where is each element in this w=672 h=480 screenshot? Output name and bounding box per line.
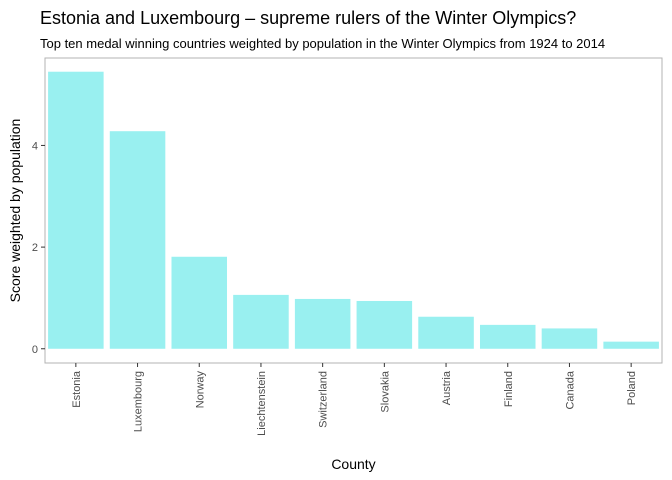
bar-luxembourg: [109, 131, 166, 349]
plot-panel: [44, 57, 663, 364]
y-axis-title: Score weighted by population: [7, 119, 23, 303]
bar-poland: [603, 341, 659, 349]
x-tick-label: Poland: [626, 371, 638, 405]
bar-canada: [541, 328, 598, 349]
x-axis: Estonia Luxembourg Norway Liechtenstein Swit…: [71, 363, 638, 436]
x-tick-label: Switzerland: [318, 371, 330, 428]
bar-austria: [418, 316, 474, 349]
bars-group: [48, 71, 659, 349]
x-tick-label: Finland: [503, 371, 515, 407]
x-tick-label: Canada: [564, 370, 576, 409]
x-tick-label: Estonia: [71, 370, 83, 408]
chart-title: Estonia and Luxembourg – supreme rulers …: [40, 8, 577, 28]
y-tick-label: 4: [32, 140, 38, 152]
y-tick-label: 0: [32, 344, 38, 356]
x-axis-title: County: [331, 456, 375, 472]
bar-estonia: [48, 71, 104, 349]
y-tick-label: 2: [32, 242, 38, 254]
y-axis: 0 2 4: [32, 140, 45, 356]
x-tick-label: Luxembourg: [133, 371, 145, 432]
x-tick-label: Slovakia: [379, 370, 391, 412]
x-tick-label: Norway: [194, 371, 206, 409]
x-tick-label: Liechtenstein: [256, 371, 268, 436]
bar-norway: [171, 256, 228, 349]
chart-subtitle: Top ten medal winning countries weighted…: [40, 36, 606, 51]
bar-liechtenstein: [233, 294, 289, 349]
x-tick-label: Austria: [441, 370, 453, 405]
bar-switzerland: [294, 298, 351, 349]
bar-slovakia: [356, 300, 413, 349]
bar-finland: [479, 324, 536, 349]
